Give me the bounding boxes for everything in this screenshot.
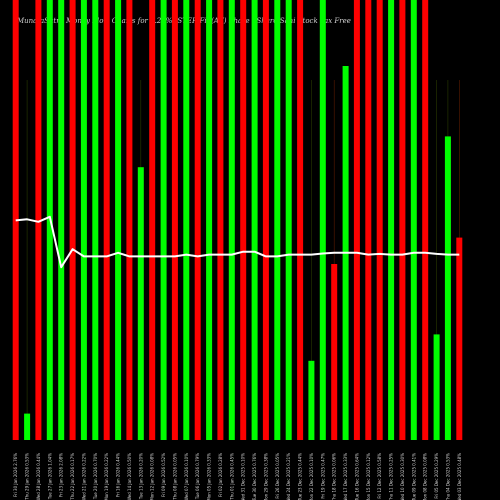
x-tick-label: Wed 07 Jan 2026 0.10% bbox=[184, 453, 189, 500]
x-tick-label: Thu 08 Jan 2026 0.05% bbox=[172, 453, 177, 500]
x-tick-label: Mon 15 Dec 2025 0.12% bbox=[366, 453, 371, 500]
volume-bar bbox=[365, 0, 372, 440]
volume-bar bbox=[251, 0, 258, 440]
x-tick-label: Thu 01 Jan 2026 0.45% bbox=[229, 453, 234, 500]
x-tick-label: Tue 23 Dec 2025 0.44% bbox=[298, 453, 303, 500]
x-tick-label: Tue 30 Dec 2025 0.76% bbox=[252, 453, 257, 500]
x-tick-label: Tue 16 Dec 2025 0.64% bbox=[354, 453, 359, 500]
x-tick-label: Tue 09 Dec 2025 0.41% bbox=[411, 453, 416, 500]
volume-bar bbox=[297, 0, 304, 440]
volume-bar bbox=[422, 0, 429, 440]
volume-bar bbox=[160, 0, 167, 440]
x-tick-label: Tue 06 Jan 2026 0.79% bbox=[195, 453, 200, 500]
x-tick-label: Thu 04 Dec 2025 0.53% bbox=[445, 453, 450, 500]
volume-bar bbox=[183, 0, 190, 440]
volume-bar bbox=[240, 0, 247, 440]
x-tick-label: Wed 10 Dec 2025 0.30% bbox=[400, 453, 405, 500]
x-tick-label: Wed 14 Jan 2026 0.50% bbox=[127, 453, 132, 500]
price-line-layer bbox=[15, 215, 460, 269]
volume-bar bbox=[353, 0, 360, 440]
x-tick-label: Fri 02 Jan 2026 0.28% bbox=[218, 453, 223, 497]
x-tick-label: Fri 12 Dec 2025 0.58% bbox=[377, 453, 382, 499]
volume-bar bbox=[115, 0, 122, 440]
x-tick-label: Mon 08 Dec 2025 0.08% bbox=[423, 453, 428, 500]
x-tick-label: Fri 05 Dec 2025 0.29% bbox=[434, 453, 439, 499]
volume-bar bbox=[331, 264, 338, 440]
x-tick-label: Tue 13 Jan 2026 0.20% bbox=[138, 453, 143, 500]
volume-bar bbox=[308, 360, 315, 440]
x-tick-label: Fri 16 Jan 2026 0.44% bbox=[116, 453, 121, 497]
volume-bar bbox=[206, 0, 213, 440]
volume-bar bbox=[319, 0, 326, 440]
x-tick-label: Fri 09 Jan 2026 0.52% bbox=[161, 453, 166, 497]
x-tick-label: Wed 31 Dec 2025 0.10% bbox=[241, 453, 246, 500]
volume-bar bbox=[376, 0, 383, 440]
x-tick-label: Thu 29 Jan 2026 0.53% bbox=[25, 453, 30, 500]
volume-bar bbox=[103, 0, 110, 440]
volume-bar bbox=[171, 0, 178, 440]
volume-bar bbox=[444, 136, 451, 440]
x-tick-label: Wed 17 Dec 2025 0.33% bbox=[343, 453, 348, 500]
x-tick-label: Fri 26 Dec 2025 0.05% bbox=[275, 453, 280, 499]
x-tick-label: Thu 18 Dec 2025 0.06% bbox=[332, 453, 337, 500]
x-tick-label: Mon 22 Dec 2025 0.10% bbox=[309, 453, 314, 500]
volume-bar bbox=[69, 0, 76, 440]
volume-bar bbox=[80, 0, 87, 440]
volume-bar bbox=[137, 167, 144, 440]
x-tick-label: Thu 11 Dec 2025 0.25% bbox=[389, 453, 394, 500]
volume-bar bbox=[262, 0, 269, 440]
volume-bar bbox=[217, 0, 224, 440]
x-tick-label: Tue 27 Jan 2026 1.04% bbox=[47, 453, 52, 500]
x-tick-label: Thu 22 Jan 2026 0.17% bbox=[70, 453, 75, 500]
x-tick-label: Tue 20 Jan 2026 0.70% bbox=[93, 453, 98, 500]
x-tick-label: Wed 21 Jan 2026 0.22% bbox=[81, 453, 86, 500]
volume-bar bbox=[149, 0, 156, 440]
x-tick-label: Wed 03 Dec 2025 0.48% bbox=[457, 453, 462, 500]
x-tick-label: Fri 19 Dec 2025 0.47% bbox=[320, 453, 325, 499]
volume-bar bbox=[58, 0, 65, 440]
x-axis-tick-labels: Fri 30 Jan 2026 2.76% Thu 29 Jan 2026 0.5… bbox=[13, 453, 462, 500]
x-tick-label: Mon 29 Dec 2025 0.38% bbox=[263, 453, 268, 500]
x-tick-label: Mon 19 Jan 2026 0.22% bbox=[104, 453, 109, 500]
volume-bar bbox=[24, 413, 31, 440]
x-tick-label: Wed 28 Jan 2026 0.44% bbox=[36, 453, 41, 500]
volume-bar bbox=[285, 0, 292, 440]
volume-bar bbox=[194, 0, 201, 440]
volume-bar bbox=[399, 0, 406, 440]
volume-bar bbox=[388, 0, 395, 440]
price-line bbox=[15, 215, 460, 269]
x-tick-label: Mon 12 Jan 2026 0.08% bbox=[150, 453, 155, 500]
x-tick-label: Mon 05 Jan 2026 0.33% bbox=[207, 453, 212, 500]
x-tick-label: Wed 24 Dec 2025 0.21% bbox=[286, 453, 291, 500]
volume-bar bbox=[126, 0, 133, 440]
volume-bar bbox=[410, 0, 417, 440]
volume-bar bbox=[274, 0, 281, 440]
x-tick-label: Fri 23 Jan 2026 2.08% bbox=[59, 453, 64, 497]
volume-bar bbox=[456, 237, 463, 440]
volume-bar bbox=[92, 0, 99, 440]
volume-bar bbox=[433, 334, 440, 440]
volume-bar bbox=[228, 0, 235, 440]
volume-bar bbox=[35, 0, 42, 440]
x-tick-label: Fri 30 Jan 2026 2.76% bbox=[13, 453, 18, 497]
